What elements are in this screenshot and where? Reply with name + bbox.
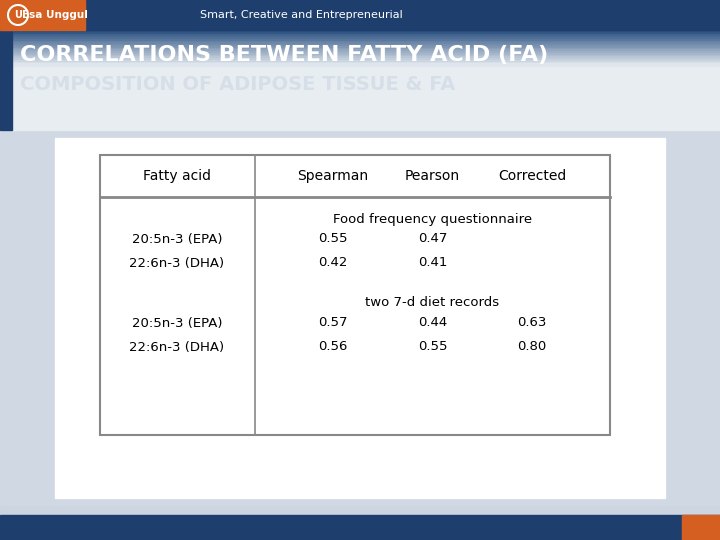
Bar bbox=[0, 55, 720, 57]
Text: COMPOSITION OF ADIPOSE TISSUE & FA: COMPOSITION OF ADIPOSE TISSUE & FA bbox=[20, 76, 455, 94]
Text: 0.63: 0.63 bbox=[517, 316, 546, 329]
Text: 0.47: 0.47 bbox=[418, 233, 447, 246]
Text: U: U bbox=[14, 10, 22, 20]
Text: 22:6n-3 (DHA): 22:6n-3 (DHA) bbox=[130, 256, 225, 269]
Text: 0.57: 0.57 bbox=[318, 316, 348, 329]
Text: CORRELATIONS BETWEEN FATTY ACID (FA): CORRELATIONS BETWEEN FATTY ACID (FA) bbox=[20, 45, 548, 65]
Text: 0.44: 0.44 bbox=[418, 316, 447, 329]
Bar bbox=[0, 48, 720, 50]
Text: 0.55: 0.55 bbox=[418, 341, 447, 354]
Bar bbox=[0, 130, 720, 505]
Bar bbox=[0, 46, 720, 48]
Text: Pearson: Pearson bbox=[405, 169, 460, 183]
Bar bbox=[0, 62, 720, 64]
Text: 20:5n-3 (EPA): 20:5n-3 (EPA) bbox=[132, 233, 222, 246]
Bar bbox=[0, 30, 12, 130]
Bar bbox=[0, 51, 720, 53]
Text: 0.42: 0.42 bbox=[318, 256, 348, 269]
Text: Food frequency questionnaire: Food frequency questionnaire bbox=[333, 213, 532, 226]
Bar bbox=[0, 0, 85, 30]
Text: 0.56: 0.56 bbox=[318, 341, 348, 354]
Bar bbox=[0, 33, 720, 36]
Bar bbox=[100, 155, 610, 435]
Bar bbox=[0, 515, 720, 540]
Bar bbox=[0, 35, 720, 37]
Bar bbox=[0, 44, 720, 46]
Bar bbox=[0, 49, 720, 51]
Bar bbox=[0, 30, 720, 32]
Text: Spearman: Spearman bbox=[297, 169, 369, 183]
Text: Smart, Creative and Entrepreneurial: Smart, Creative and Entrepreneurial bbox=[200, 10, 402, 20]
Bar bbox=[0, 37, 720, 39]
Text: 0.41: 0.41 bbox=[418, 256, 447, 269]
Bar bbox=[682, 515, 720, 540]
Text: 20:5n-3 (EPA): 20:5n-3 (EPA) bbox=[132, 316, 222, 329]
Bar bbox=[0, 40, 720, 43]
Bar bbox=[0, 56, 720, 58]
Bar bbox=[55, 138, 665, 498]
Bar bbox=[0, 53, 720, 55]
Bar bbox=[0, 63, 720, 65]
Text: Corrected: Corrected bbox=[498, 169, 566, 183]
Bar bbox=[0, 60, 720, 62]
Text: Esa Unggul: Esa Unggul bbox=[22, 10, 88, 20]
Text: 0.55: 0.55 bbox=[318, 233, 348, 246]
Bar bbox=[0, 65, 720, 130]
Bar bbox=[0, 0, 720, 30]
Text: two 7-d diet records: two 7-d diet records bbox=[366, 296, 500, 309]
Bar bbox=[0, 39, 720, 41]
Bar bbox=[0, 58, 720, 60]
Text: 0.80: 0.80 bbox=[517, 341, 546, 354]
Bar bbox=[0, 32, 720, 34]
Text: Fatty acid: Fatty acid bbox=[143, 169, 211, 183]
Text: 22:6n-3 (DHA): 22:6n-3 (DHA) bbox=[130, 341, 225, 354]
Bar bbox=[0, 30, 720, 65]
Bar bbox=[0, 42, 720, 44]
Bar bbox=[100, 155, 610, 435]
